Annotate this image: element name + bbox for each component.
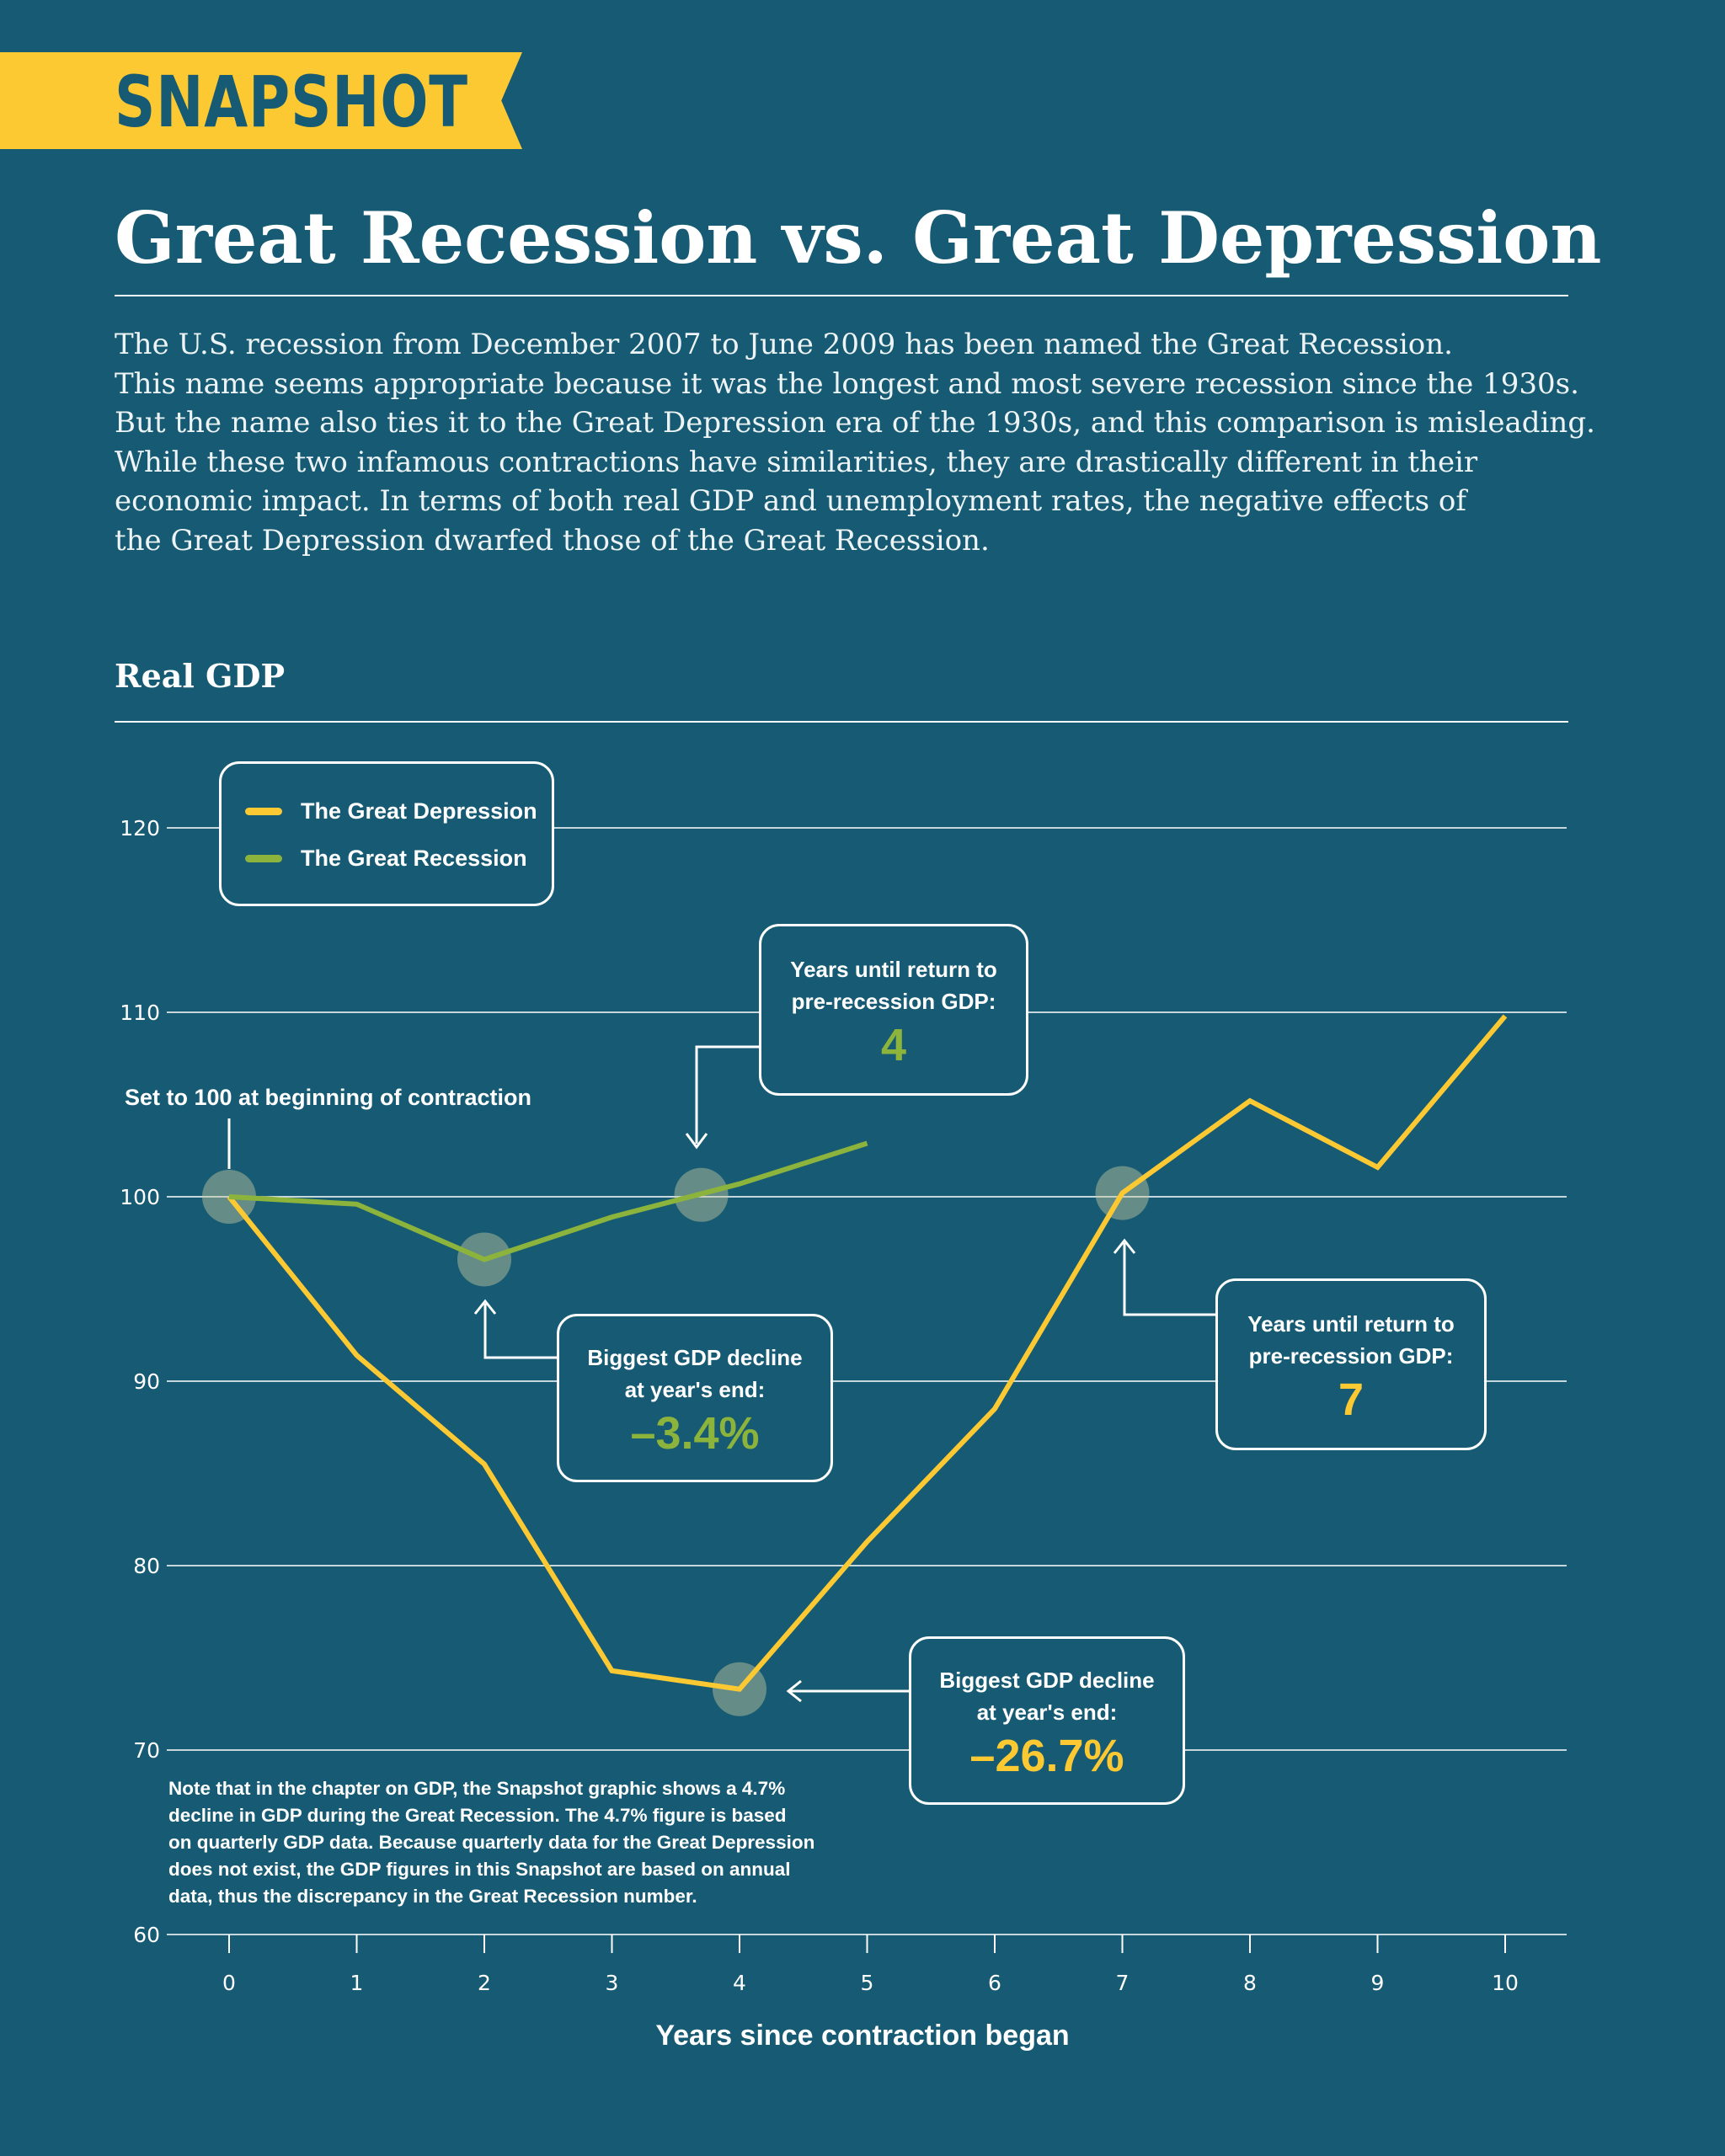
arrow-depression-return bbox=[1123, 1243, 1215, 1316]
section-title: Real GDP bbox=[115, 657, 286, 695]
intro-line: The U.S. recession from December 2007 to… bbox=[115, 328, 1453, 361]
arrowhead bbox=[685, 1133, 708, 1150]
footnote-line: decline in GDP during the Great Recessio… bbox=[168, 1805, 787, 1826]
legend-swatch-depression bbox=[245, 807, 282, 815]
title-divider bbox=[115, 295, 1568, 296]
x-tick-label: 0 bbox=[222, 1971, 236, 1995]
footnote-line: does not exist, the GDP figures in this … bbox=[168, 1859, 791, 1880]
chart-legend: The Great Depression The Great Recession bbox=[219, 761, 554, 906]
arrow-recession-decline bbox=[483, 1304, 557, 1359]
x-tick-label: 7 bbox=[1116, 1971, 1130, 1995]
intro-line: the Great Depression dwarfed those of th… bbox=[115, 523, 990, 558]
x-tick-label: 4 bbox=[733, 1971, 746, 1995]
legend-label-depression: The Great Depression bbox=[301, 798, 537, 824]
arrowhead bbox=[1113, 1238, 1136, 1254]
callout-text: Biggest GDP decline bbox=[939, 1668, 1155, 1693]
y-tick-label: 70 bbox=[133, 1738, 160, 1763]
y-tick-label: 100 bbox=[120, 1185, 160, 1209]
series-lines bbox=[227, 1014, 1508, 1692]
callout-text: Years until return to bbox=[1247, 1311, 1455, 1337]
callout-recession-return: Years until return to pre-recession GDP:… bbox=[759, 924, 1028, 1096]
annotation-arrows bbox=[227, 1045, 1215, 1703]
callout-text: at year's end: bbox=[976, 1700, 1118, 1725]
callout-depression-return: Years until return to pre-recession GDP:… bbox=[1215, 1278, 1487, 1450]
tick-labels: 60 70 80 90 100 110 120 0 1 2 3 4 5 6 7 8 9 10 bbox=[120, 816, 1519, 1995]
y-tick-label: 90 bbox=[133, 1369, 160, 1394]
callout-text: pre-recession GDP: bbox=[1248, 1343, 1454, 1369]
snapshot-banner bbox=[0, 52, 522, 149]
y-tick-label: 110 bbox=[120, 1001, 160, 1025]
x-tick-label: 9 bbox=[1371, 1971, 1385, 1995]
callout-text: Years until return to bbox=[790, 957, 997, 982]
intro-line: But the name also ties it to the Great D… bbox=[115, 406, 1595, 440]
x-tick-label: 2 bbox=[478, 1971, 491, 1995]
footnote-line: Note that in the chapter on GDP, the Sna… bbox=[168, 1778, 786, 1799]
x-tick-label: 8 bbox=[1243, 1971, 1257, 1995]
callout-value: 7 bbox=[1338, 1374, 1365, 1425]
callout-value: –3.4% bbox=[630, 1408, 760, 1459]
page-title: Great Recession vs. Great Depression bbox=[115, 196, 1602, 280]
intro-line: While these two infamous contractions ha… bbox=[115, 445, 1478, 479]
legend-item-depression: The Great Depression bbox=[245, 794, 537, 828]
arrowhead bbox=[473, 1299, 497, 1315]
x-tick-label: 3 bbox=[606, 1971, 619, 1995]
series-line-recession bbox=[228, 1140, 868, 1262]
x-tick-label: 10 bbox=[1492, 1971, 1519, 1995]
intro-line: economic impact. In terms of both real G… bbox=[115, 484, 1466, 518]
y-tick-label: 60 bbox=[133, 1923, 160, 1947]
section-divider bbox=[115, 721, 1568, 723]
intro-line: This name seems appropriate because it w… bbox=[115, 366, 1579, 401]
legend-label-recession: The Great Recession bbox=[301, 845, 527, 871]
callout-value: –26.7% bbox=[969, 1731, 1124, 1781]
x-tick-label: 5 bbox=[861, 1971, 874, 1995]
callout-text: Biggest GDP decline bbox=[587, 1345, 803, 1370]
callout-text: pre-recession GDP: bbox=[791, 989, 996, 1014]
callout-recession-decline: Biggest GDP decline at year's end: –3.4% bbox=[557, 1314, 833, 1482]
footnote-line: on quarterly GDP data. Because quarterly… bbox=[168, 1832, 815, 1853]
legend-swatch-recession bbox=[245, 854, 282, 862]
baseline-annotation: Set to 100 at beginning of contraction bbox=[125, 1085, 532, 1110]
x-tick-label: 1 bbox=[350, 1971, 364, 1995]
x-axis-title: Years since contraction began bbox=[655, 2020, 1070, 2052]
footnote-line: data, thus the discrepancy in the Great … bbox=[168, 1886, 697, 1907]
legend-item-recession: The Great Recession bbox=[245, 841, 527, 875]
footnote: Note that in the chapter on GDP, the Sna… bbox=[168, 1775, 842, 1910]
intro-paragraph: The U.S. recession from December 2007 to… bbox=[115, 325, 1597, 560]
snapshot-banner-label: SNAPSHOT bbox=[115, 61, 468, 143]
y-tick-label: 120 bbox=[120, 816, 160, 841]
x-tick-label: 6 bbox=[988, 1971, 1001, 1995]
arrowhead bbox=[786, 1679, 802, 1703]
series-line-depression bbox=[227, 1014, 1508, 1692]
callout-depression-decline: Biggest GDP decline at year's end: –26.7… bbox=[909, 1636, 1185, 1805]
y-tick-label: 80 bbox=[133, 1554, 160, 1578]
callout-value: 4 bbox=[880, 1020, 907, 1070]
arrow-recession-return bbox=[695, 1045, 759, 1144]
callout-text: at year's end: bbox=[624, 1377, 766, 1402]
